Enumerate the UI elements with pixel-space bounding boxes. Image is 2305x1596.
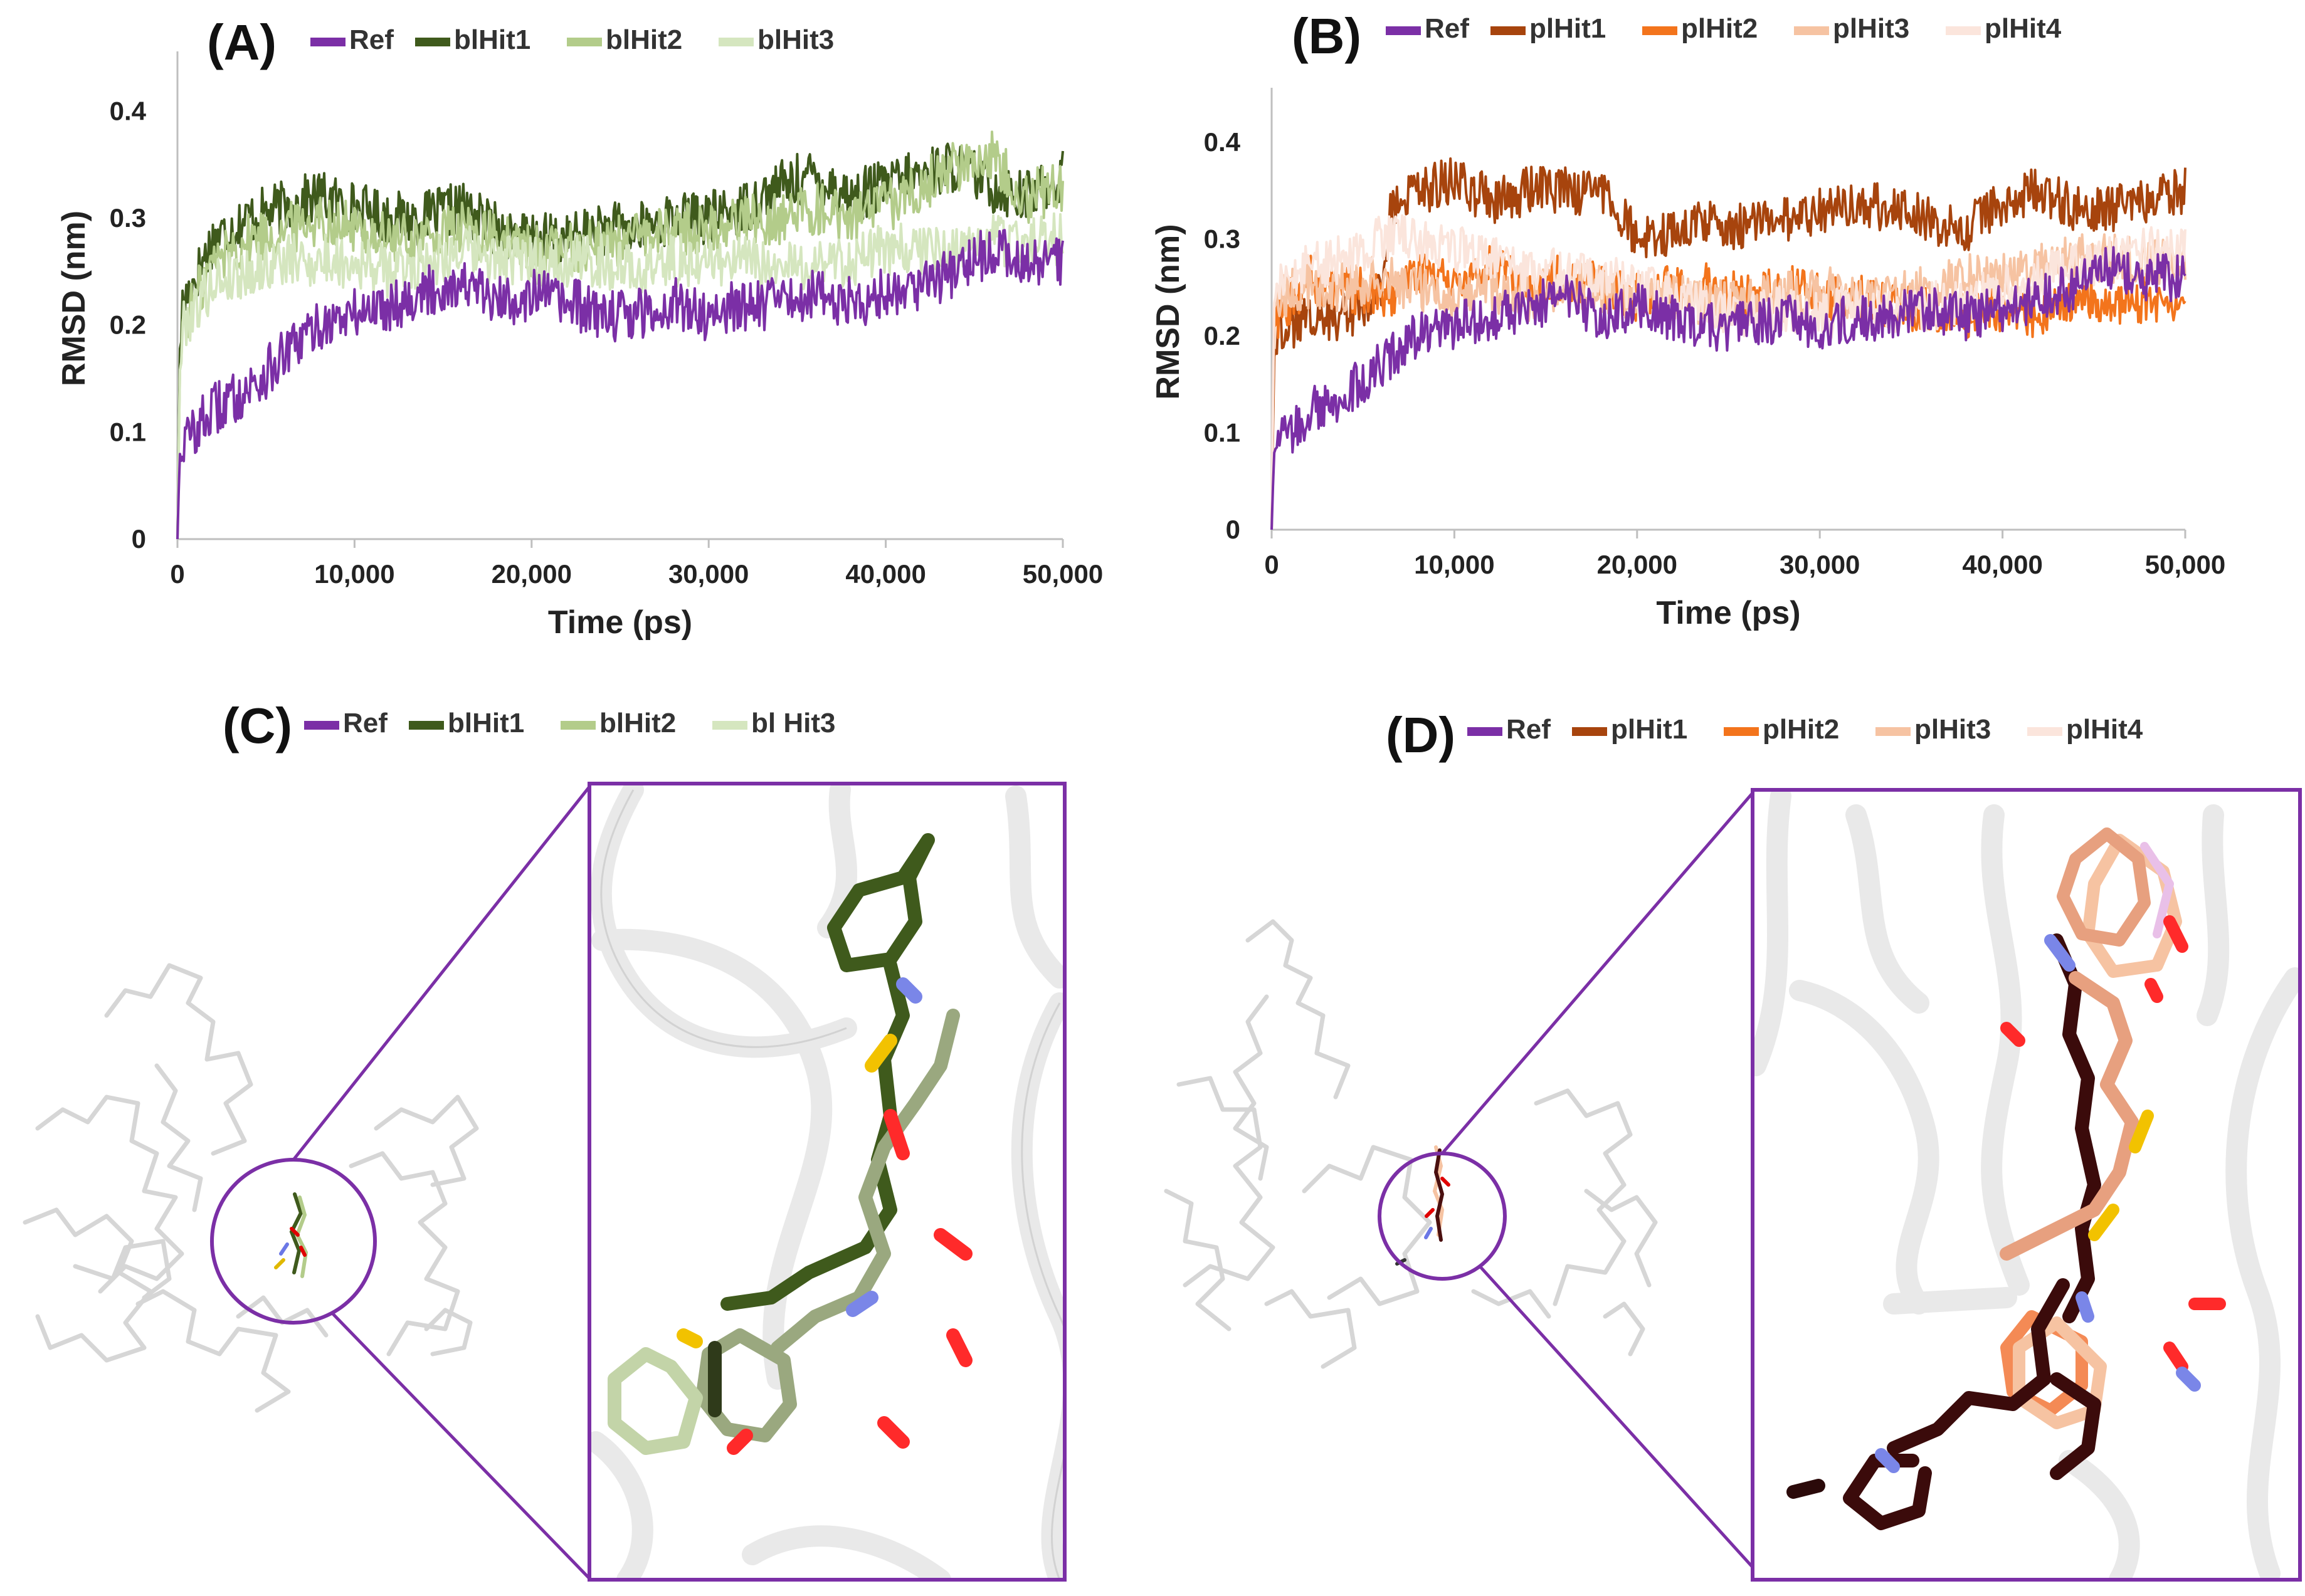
legend-swatch-plhit1 — [1490, 26, 1526, 35]
legend-label: plHit3 — [1914, 714, 1991, 745]
x-tick-label: 10,000 — [314, 559, 394, 589]
y-tick-label: 0.3 — [1204, 224, 1240, 254]
zoom-frame-d — [1751, 788, 2302, 1582]
legend-swatch — [1467, 727, 1502, 736]
zoom-frame-c — [588, 782, 1067, 1582]
x-tick-label: 20,000 — [492, 559, 572, 589]
legend-swatch-ref — [310, 38, 345, 46]
legend-label: Ref — [343, 708, 388, 738]
chart-panel-a: (A) 0 0.1 0.2 0.3 0.4 0 10,000 20,000 30,000 40,00… — [56, 14, 1103, 641]
legend-label-ref: Ref — [1425, 13, 1469, 44]
series-line-plhit4 — [1270, 214, 2186, 530]
x-tick-label: 40,000 — [1962, 550, 2042, 579]
legend-label: Ref — [1506, 714, 1551, 745]
series-line-blhit2 — [176, 130, 1064, 540]
x-tick-label: 30,000 — [1780, 550, 1860, 579]
legend-d: Ref plHit1 plHit2 plHit3 plHit4 — [1467, 714, 2143, 745]
y-tick-label: 0.4 — [1204, 127, 1241, 157]
y-tick-label: 0.1 — [110, 417, 146, 446]
y-tick-label: 0.3 — [110, 203, 146, 233]
legend-swatch — [561, 721, 596, 730]
legend-swatch-ref — [1386, 26, 1421, 35]
zoom-connector-top-d — [1441, 792, 1754, 1155]
y-tick-label: 0.4 — [110, 96, 147, 125]
legend-label-blhit3: blHit3 — [757, 24, 834, 55]
protein-overview-c — [23, 963, 479, 1413]
y-axis-title: RMSD (nm) — [1150, 224, 1186, 399]
x-tick-label: 0 — [170, 559, 184, 589]
y-axis-title: RMSD (nm) — [56, 211, 92, 386]
legend-label-ref: Ref — [349, 24, 394, 55]
x-tick-label: 30,000 — [668, 559, 749, 589]
x-tick-label: 20,000 — [1597, 550, 1677, 579]
y-tick-label: 0.1 — [1204, 418, 1240, 448]
legend-swatch — [2027, 727, 2062, 736]
legend-swatch — [1875, 727, 1911, 736]
legend-swatch — [1724, 727, 1759, 736]
legend-label: blHit1 — [448, 708, 524, 738]
zoom-connector-bottom-d — [1479, 1265, 1754, 1568]
y-tick-label: 0.2 — [110, 310, 146, 340]
x-axis-title: Time (ps) — [1656, 595, 1800, 631]
legend-label: blHit2 — [599, 708, 676, 738]
series-line-ref — [1270, 246, 2186, 530]
panel-d: (D) Ref plHit1 plHit2 plHit3 plHit4 — [1164, 707, 2302, 1582]
x-tick-label: 40,000 — [845, 559, 926, 589]
panel-label-c: (C) — [223, 698, 292, 753]
x-tick-label: 50,000 — [1023, 559, 1103, 589]
zoom-view-d — [1753, 790, 2300, 1580]
legend-swatch — [1572, 727, 1607, 736]
legend-swatch-blhit2 — [567, 38, 602, 46]
legend-label-plhit1: plHit1 — [1529, 13, 1606, 44]
panel-label-b: (B) — [1292, 8, 1361, 64]
legend-label: bl Hit3 — [751, 708, 835, 738]
y-tick-label: 0.2 — [1204, 321, 1240, 350]
x-tick-label: 0 — [1264, 550, 1279, 579]
y-tick-label: 0 — [1226, 515, 1240, 544]
legend-c: Ref blHit1 blHit2 bl Hit3 — [304, 708, 835, 738]
series-line-blhit3 — [176, 212, 1064, 540]
legend-swatch-plhit2 — [1642, 26, 1677, 35]
legend-swatch-blhit1 — [415, 38, 450, 46]
series-line-plhit1 — [1270, 157, 2186, 530]
legend-swatch-blhit3 — [719, 38, 754, 46]
legend-swatch-plhit3 — [1794, 26, 1829, 35]
legend-label-plhit3: plHit3 — [1833, 13, 1909, 44]
legend-label-blhit1: blHit1 — [454, 24, 530, 55]
zoom-view-c — [589, 784, 1065, 1580]
x-tick-label: 50,000 — [2145, 550, 2225, 579]
ligand-overview-d — [1395, 1145, 1450, 1266]
legend-swatch — [712, 721, 747, 730]
series-line-ref — [176, 229, 1064, 540]
legend-label-plhit4: plHit4 — [1985, 13, 2062, 44]
zoom-connector-top-c — [292, 785, 591, 1161]
legend-swatch — [304, 721, 339, 730]
legend-label: plHit4 — [2066, 714, 2143, 745]
x-tick-label: 10,000 — [1414, 550, 1494, 579]
zoom-connector-bottom-c — [331, 1312, 591, 1580]
panel-label-d: (D) — [1386, 707, 1455, 763]
y-tick-label: 0 — [132, 524, 146, 554]
legend-swatch — [409, 721, 444, 730]
legend-label-plhit2: plHit2 — [1681, 13, 1758, 44]
legend-swatch-plhit4 — [1946, 26, 1981, 35]
ligand-overview-c — [274, 1192, 309, 1278]
legend-label: plHit2 — [1763, 714, 1839, 745]
panel-label-a: (A) — [207, 14, 277, 70]
x-axis-title: Time (ps) — [548, 604, 692, 641]
chart-panel-b: (B) 0 0.1 0.2 0.3 0.4 0 10,000 20,000 30,000 40,00… — [1150, 8, 2225, 631]
legend-label-blhit2: blHit2 — [606, 24, 682, 55]
protein-overview-d — [1164, 919, 1658, 1369]
panel-c: (C) Ref blHit1 blHit2 bl Hit3 — [23, 698, 1067, 1582]
legend-label: plHit1 — [1611, 714, 1687, 745]
